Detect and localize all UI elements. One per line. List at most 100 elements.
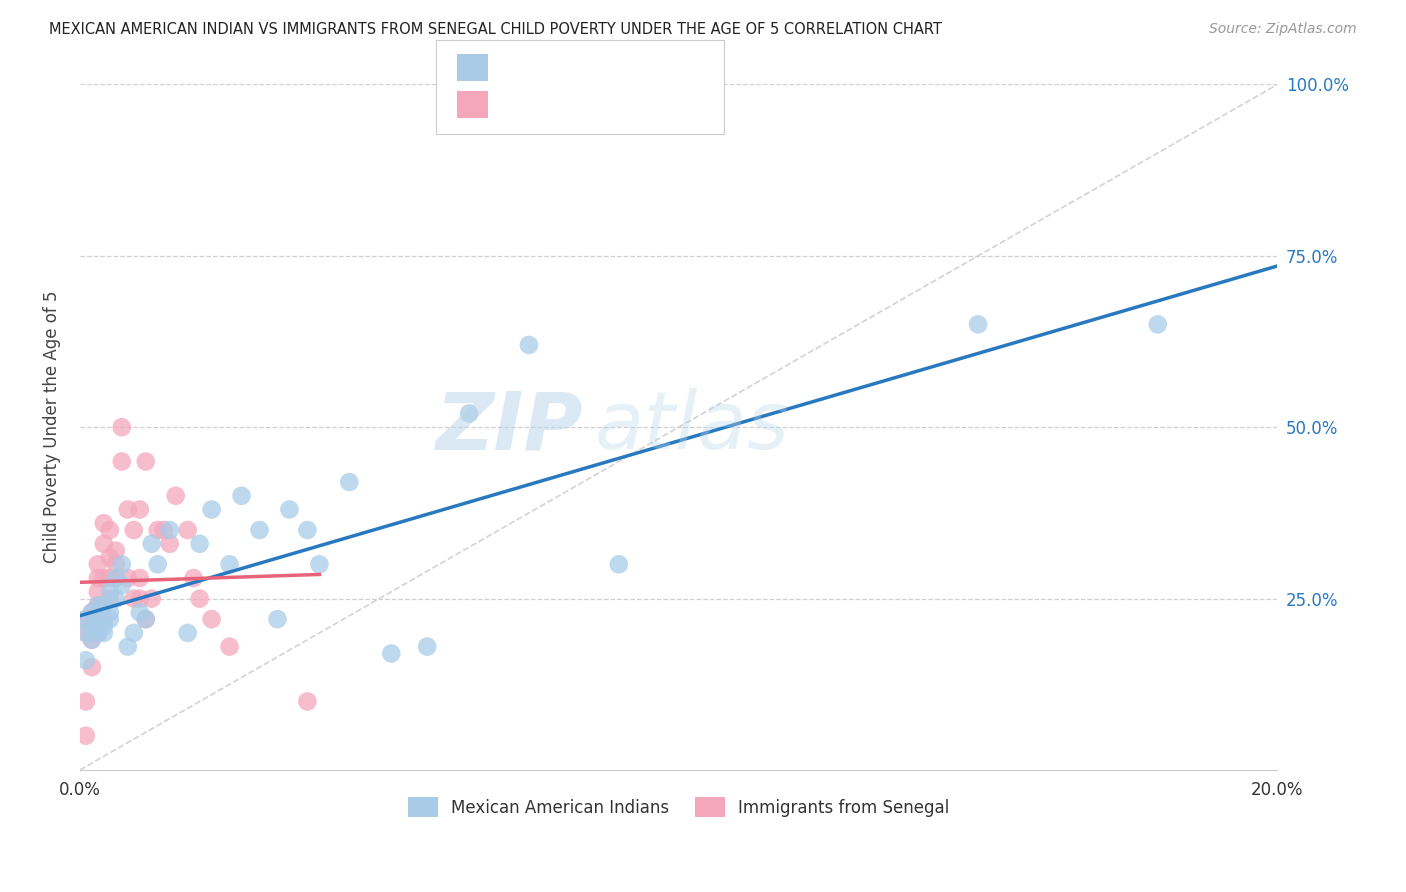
Point xyxy=(135,612,157,626)
Point xyxy=(104,558,127,572)
Point xyxy=(87,558,110,572)
Point xyxy=(75,626,97,640)
Point xyxy=(117,502,139,516)
Text: R = 0.487   N = 45: R = 0.487 N = 45 xyxy=(496,59,681,77)
Point xyxy=(80,660,103,674)
Point xyxy=(380,647,402,661)
Text: ZIP: ZIP xyxy=(436,388,583,467)
Point xyxy=(87,584,110,599)
Point xyxy=(75,626,97,640)
Point xyxy=(278,502,301,516)
Point xyxy=(75,612,97,626)
Point xyxy=(266,612,288,626)
Point xyxy=(98,584,121,599)
Point xyxy=(75,694,97,708)
Point xyxy=(188,537,211,551)
Point xyxy=(141,537,163,551)
Point xyxy=(128,571,150,585)
Point xyxy=(458,407,481,421)
Point xyxy=(122,523,145,537)
Point xyxy=(165,489,187,503)
Point xyxy=(104,571,127,585)
Point xyxy=(98,591,121,606)
Point xyxy=(75,653,97,667)
Point xyxy=(75,729,97,743)
Point xyxy=(249,523,271,537)
Point xyxy=(104,591,127,606)
Point xyxy=(337,475,360,489)
Point xyxy=(80,619,103,633)
Point xyxy=(93,571,115,585)
Point xyxy=(188,591,211,606)
Point xyxy=(159,523,181,537)
Point xyxy=(297,523,319,537)
Point xyxy=(80,605,103,619)
Point xyxy=(98,612,121,626)
Point xyxy=(308,558,330,572)
Point xyxy=(93,516,115,531)
Point xyxy=(122,626,145,640)
Point xyxy=(607,558,630,572)
Point xyxy=(218,558,240,572)
Point xyxy=(80,605,103,619)
Point xyxy=(967,318,990,332)
Point xyxy=(93,612,115,626)
Point xyxy=(98,571,121,585)
Point xyxy=(517,338,540,352)
Y-axis label: Child Poverty Under the Age of 5: Child Poverty Under the Age of 5 xyxy=(44,291,60,564)
Point xyxy=(87,599,110,613)
Point xyxy=(122,591,145,606)
Point xyxy=(93,537,115,551)
Point xyxy=(111,558,134,572)
Point xyxy=(146,523,169,537)
Point xyxy=(128,605,150,619)
Point xyxy=(87,619,110,633)
Point xyxy=(135,612,157,626)
Point xyxy=(87,626,110,640)
Text: atlas: atlas xyxy=(595,388,790,467)
Text: Source: ZipAtlas.com: Source: ZipAtlas.com xyxy=(1209,22,1357,37)
Point xyxy=(87,612,110,626)
Point xyxy=(141,591,163,606)
Point xyxy=(104,543,127,558)
Point xyxy=(152,523,174,537)
Point xyxy=(87,612,110,626)
Point xyxy=(87,626,110,640)
Point xyxy=(201,612,224,626)
Text: R = 0.236   N = 47: R = 0.236 N = 47 xyxy=(496,95,681,113)
Point xyxy=(111,578,134,592)
Point xyxy=(80,632,103,647)
Point xyxy=(87,571,110,585)
Point xyxy=(93,619,115,633)
Point xyxy=(416,640,439,654)
Point xyxy=(98,605,121,619)
Text: MEXICAN AMERICAN INDIAN VS IMMIGRANTS FROM SENEGAL CHILD POVERTY UNDER THE AGE O: MEXICAN AMERICAN INDIAN VS IMMIGRANTS FR… xyxy=(49,22,942,37)
Point xyxy=(146,558,169,572)
Point xyxy=(117,571,139,585)
Point xyxy=(87,599,110,613)
Point xyxy=(80,632,103,647)
Point xyxy=(98,550,121,565)
Point xyxy=(93,626,115,640)
Point xyxy=(176,523,198,537)
Point xyxy=(183,571,205,585)
Point xyxy=(80,619,103,633)
Point xyxy=(93,599,115,613)
Point xyxy=(159,537,181,551)
Legend: Mexican American Indians, Immigrants from Senegal: Mexican American Indians, Immigrants fro… xyxy=(402,791,956,823)
Point xyxy=(128,591,150,606)
Point xyxy=(231,489,253,503)
Point xyxy=(218,640,240,654)
Point xyxy=(128,502,150,516)
Point xyxy=(135,454,157,468)
Point xyxy=(104,571,127,585)
Point xyxy=(75,612,97,626)
Point xyxy=(201,502,224,516)
Point xyxy=(111,420,134,434)
Point xyxy=(98,523,121,537)
Point xyxy=(1146,318,1168,332)
Point xyxy=(117,640,139,654)
Point xyxy=(111,454,134,468)
Point xyxy=(297,694,319,708)
Point xyxy=(176,626,198,640)
